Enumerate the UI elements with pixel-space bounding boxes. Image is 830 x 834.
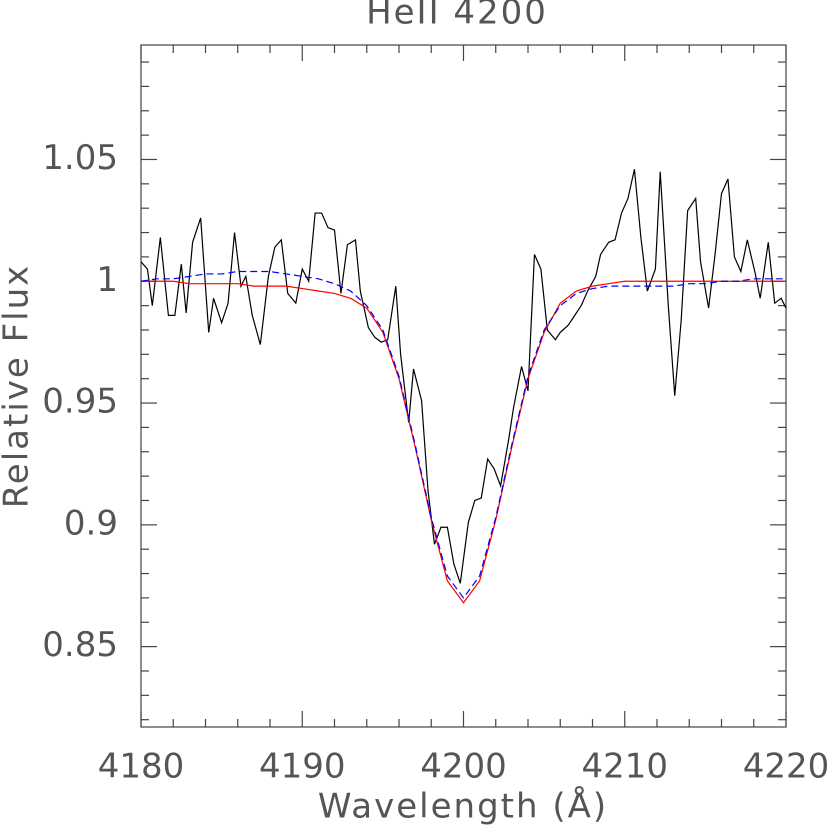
plot-frame: [140, 44, 787, 728]
x-axis-label: Wavelength (Å): [318, 786, 608, 827]
x-tick-label: 4190: [259, 747, 346, 787]
series-line: [140, 169, 787, 584]
x-tick-label: 4220: [743, 747, 830, 787]
y-axis-label: Relative Flux: [0, 264, 37, 509]
x-tick-label: 4180: [98, 747, 185, 787]
y-tick-label: 0.9: [64, 503, 118, 543]
chart-title: HeII 4200: [366, 0, 548, 33]
series-line: [140, 270, 786, 599]
series-line: [141, 280, 786, 604]
y-tick-label: 1: [96, 260, 118, 300]
x-tick-label: 4210: [581, 747, 668, 787]
y-tick-label: 1.05: [42, 138, 118, 178]
y-tick-label: 0.95: [42, 382, 118, 422]
y-tick-label: 0.85: [42, 625, 118, 665]
x-tick-label: 4200: [420, 747, 507, 787]
